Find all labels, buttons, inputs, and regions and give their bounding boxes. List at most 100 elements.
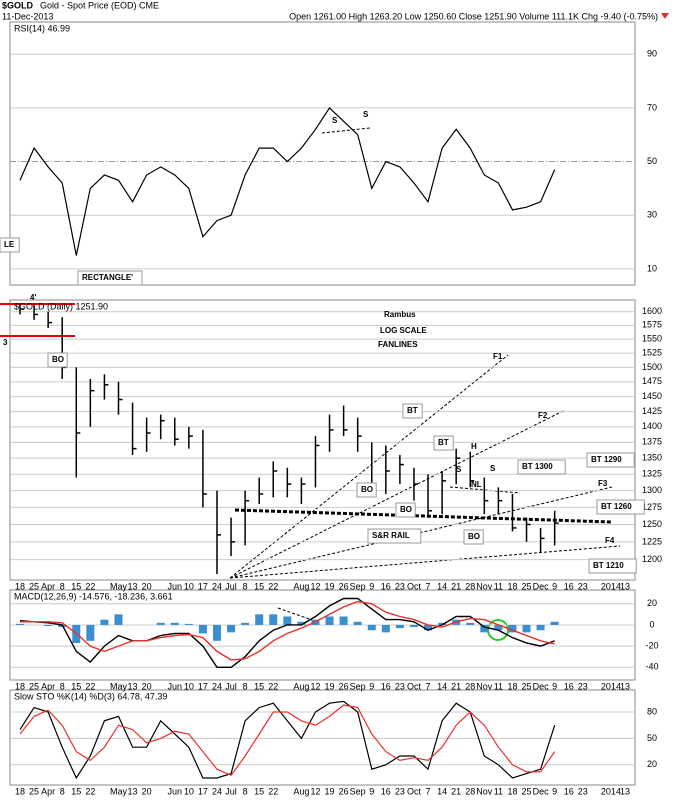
- down-arrow: [661, 13, 669, 19]
- x-tick-label: Nov: [476, 581, 493, 591]
- histogram-bar: [156, 622, 165, 625]
- x-tick-label: 12: [310, 786, 320, 796]
- x-tick-label: Dec: [533, 681, 550, 691]
- series-line: [19, 597, 555, 668]
- quote: Open 1261.00 High 1263.20 Low 1250.60 Cl…: [289, 11, 658, 21]
- x-tick-label: 15: [254, 681, 264, 691]
- annotation-box: [596, 499, 645, 515]
- histogram-bar: [44, 624, 53, 626]
- x-tick-label: Apr: [41, 681, 55, 691]
- annotation: BO: [400, 505, 412, 514]
- x-tick-label: 8: [243, 786, 248, 796]
- x-tick-label: 14: [437, 581, 447, 591]
- x-tick-label: 13: [128, 581, 138, 591]
- x-tick-label: May: [110, 581, 128, 591]
- y-tick-label: 1450: [642, 391, 662, 401]
- x-tick-label: 25: [522, 581, 532, 591]
- histogram-bar: [409, 624, 418, 628]
- y-tick-label: 70: [647, 102, 657, 112]
- x-tick-label: 13: [620, 786, 630, 796]
- x-tick-label: 18: [15, 581, 25, 591]
- x-tick-label: Jul: [225, 681, 237, 691]
- annotation: S: [456, 465, 462, 474]
- histogram-bar: [508, 624, 517, 633]
- y-tick-label: 20: [647, 598, 657, 608]
- histogram-bar: [100, 619, 109, 625]
- histogram-bar: [114, 614, 123, 625]
- histogram-bar: [86, 624, 95, 641]
- x-tick-label: 18: [507, 581, 517, 591]
- x-tick-label: 20: [142, 786, 152, 796]
- x-tick-label: Dec: [533, 581, 550, 591]
- x-tick-label: 24: [212, 681, 222, 691]
- annotation-box: [433, 435, 454, 451]
- annotation: F2: [538, 411, 548, 420]
- x-tick-label: 8: [60, 786, 65, 796]
- x-tick-label: 24: [212, 786, 222, 796]
- x-tick-label: 18: [15, 786, 25, 796]
- x-tick-label: 9: [552, 581, 557, 591]
- y-tick-label: 50: [647, 733, 657, 743]
- x-tick-label: 23: [578, 681, 588, 691]
- x-tick-label: 22: [85, 581, 95, 591]
- histogram-bar: [227, 624, 236, 633]
- x-tick-label: Sep: [350, 581, 366, 591]
- annotation: F3: [598, 479, 608, 488]
- x-tick-label: 17: [198, 786, 208, 796]
- annotation: 4': [30, 293, 36, 302]
- y-tick-label: -20: [645, 640, 658, 650]
- x-tick-label: 14: [437, 681, 447, 691]
- x-tick-label: 19: [325, 786, 335, 796]
- annotation-box: [367, 528, 422, 544]
- x-tick-label: 2014: [601, 681, 621, 691]
- annotation: F1: [493, 352, 503, 361]
- histogram-bar: [494, 624, 503, 631]
- x-tick-label: 10: [184, 681, 194, 691]
- frames: [9, 21, 636, 786]
- annotation-box: [77, 270, 143, 286]
- annotation: H: [471, 442, 477, 451]
- annotation: BT 1300: [522, 462, 553, 471]
- y-tick-label: 1525: [642, 348, 662, 358]
- x-tick-label: 23: [578, 581, 588, 591]
- series-line: [20, 600, 555, 661]
- x-tick-label: 8: [60, 581, 65, 591]
- x-tick-label: 22: [268, 581, 278, 591]
- histogram-bar: [367, 624, 376, 631]
- x-tick-label: 15: [71, 786, 81, 796]
- x-tick-label: 7: [426, 786, 431, 796]
- x-tick-label: 20: [142, 681, 152, 691]
- x-tick-label: Oct: [407, 581, 422, 591]
- x-tick-label: 15: [254, 581, 264, 591]
- x-tick-label: 12: [310, 581, 320, 591]
- y-tick-label: 1550: [642, 333, 662, 343]
- y-tick-label: 1300: [642, 485, 662, 495]
- x-tick-label: May: [110, 681, 128, 691]
- x-tick-label: 18: [507, 681, 517, 691]
- histogram-bar: [283, 616, 292, 625]
- annotation: LOG SCALE: [380, 326, 427, 335]
- x-tick-label: 9: [552, 681, 557, 691]
- series-line: [19, 106, 556, 256]
- x-tick-label: 13: [128, 786, 138, 796]
- y-tick-label: 20: [647, 759, 657, 769]
- x-tick-label: 25: [29, 681, 39, 691]
- histogram-bar: [16, 623, 24, 625]
- x-tick-label: Jun: [168, 581, 183, 591]
- x-tick-label: 12: [310, 681, 320, 691]
- x-tick-label: 22: [85, 681, 95, 691]
- panel-label: RSI(14) 46.99: [14, 23, 70, 33]
- annotation: S: [332, 116, 338, 125]
- x-tick-label: 22: [268, 786, 278, 796]
- annotation-box: [463, 529, 484, 545]
- y-tick-label: 1575: [642, 320, 662, 330]
- y-tick-label: 1500: [642, 362, 662, 372]
- x-tick-label: Jul: [225, 786, 237, 796]
- x-tick-label: 23: [395, 581, 405, 591]
- annotation: BO: [468, 532, 480, 541]
- y-tick-label: 1600: [642, 306, 662, 316]
- histogram-bar: [325, 616, 334, 625]
- x-tick-label: 11: [494, 681, 503, 691]
- x-tick-label: 25: [522, 786, 532, 796]
